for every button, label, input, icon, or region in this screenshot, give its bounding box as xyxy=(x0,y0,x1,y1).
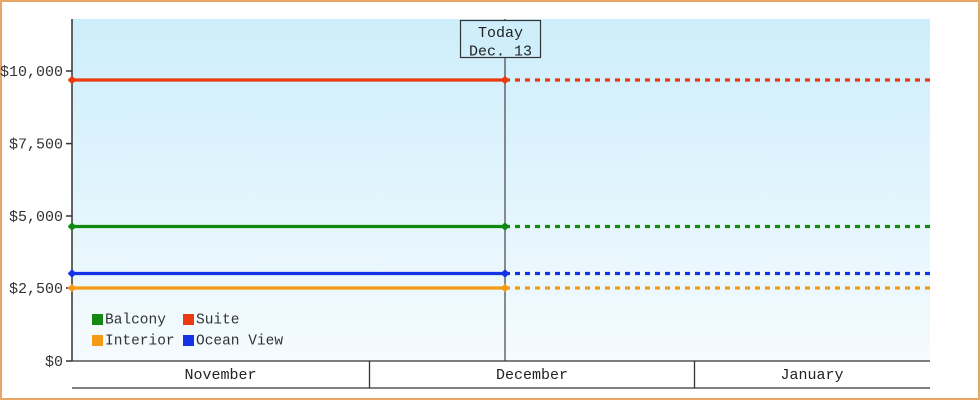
svg-text:$10,000: $10,000 xyxy=(0,64,63,81)
svg-text:$2,500: $2,500 xyxy=(9,281,63,298)
svg-text:December: December xyxy=(496,367,568,384)
svg-text:Ocean View: Ocean View xyxy=(196,334,283,350)
svg-text:November: November xyxy=(184,367,256,384)
svg-text:$7,500: $7,500 xyxy=(9,137,63,154)
svg-text:Interior: Interior xyxy=(105,334,175,350)
svg-text:Suite: Suite xyxy=(196,313,240,329)
svg-text:Today: Today xyxy=(478,25,523,42)
svg-text:January: January xyxy=(780,367,843,384)
svg-text:$0: $0 xyxy=(45,354,63,371)
svg-text:Balcony: Balcony xyxy=(105,313,166,329)
svg-text:$5,000: $5,000 xyxy=(9,209,63,226)
svg-text:Dec. 13: Dec. 13 xyxy=(469,44,532,61)
